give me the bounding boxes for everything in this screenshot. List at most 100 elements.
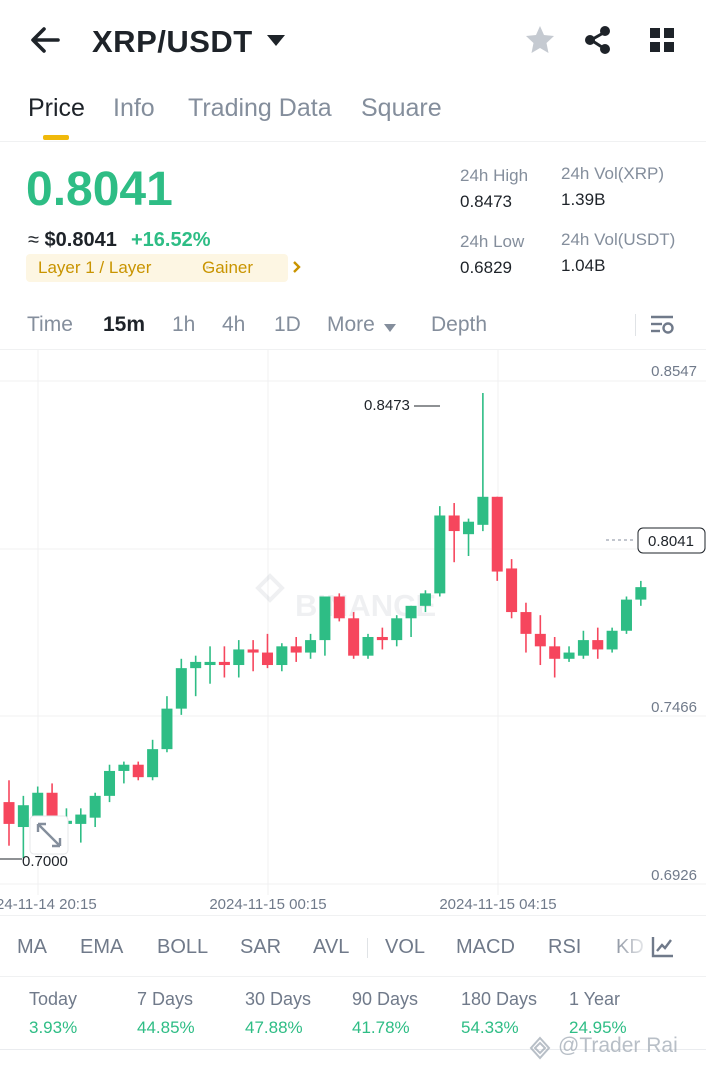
perf-value: 41.78% [352, 1018, 410, 1037]
interval-1h[interactable]: 1h [172, 313, 196, 336]
candle-body [89, 795, 101, 818]
interval-time[interactable]: Time [27, 313, 73, 336]
chevron-right-icon [292, 260, 302, 274]
binance-square-logo-icon [527, 1036, 553, 1060]
interval-more[interactable]: More [327, 313, 375, 336]
interval-15m[interactable]: 15m [103, 313, 146, 336]
candle-body [118, 764, 130, 771]
interval-4h[interactable]: 4h [222, 313, 246, 336]
candle [348, 612, 360, 659]
candle [448, 503, 460, 563]
candle [333, 593, 345, 622]
approx-sign: ≈ [28, 229, 45, 251]
candle [577, 630, 589, 659]
candle [190, 655, 202, 697]
grid-icon[interactable] [644, 22, 680, 58]
candles-layer [3, 393, 647, 859]
candle-body [477, 496, 489, 525]
indicator-macd[interactable]: MACD [456, 936, 515, 958]
indicator-ema[interactable]: EMA [80, 936, 124, 958]
chart-settings-icon[interactable] [648, 311, 676, 339]
back-arrow-icon[interactable] [26, 22, 66, 58]
indicator-divider [367, 938, 368, 958]
candle-body [46, 792, 58, 818]
high-label: 24h High [460, 166, 529, 185]
caret-down-icon[interactable] [265, 31, 287, 51]
candle-body [147, 749, 159, 778]
candle-body [276, 646, 288, 666]
candle [434, 506, 446, 597]
star-icon[interactable] [522, 22, 558, 58]
candle [218, 646, 230, 678]
candle [247, 640, 259, 672]
tag-pill[interactable]: Layer 1 / Layer Gainer [26, 254, 301, 282]
low-label: 24h Low [460, 232, 525, 251]
candle-body [419, 593, 431, 606]
candle [491, 496, 503, 581]
pair-title[interactable]: XRP/USDT [92, 24, 253, 59]
perf-label: 90 Days [352, 989, 419, 1009]
last-price-label: 0.8041 [648, 533, 694, 550]
y-tick-label: 0.6926 [651, 867, 697, 884]
indicator-settings-icon[interactable] [650, 934, 676, 960]
interval-depth[interactable]: Depth [431, 313, 488, 336]
candle [592, 627, 604, 659]
vol-base-label: 24h Vol(XRP) [561, 164, 664, 183]
candle-body [75, 814, 87, 824]
candle [549, 636, 561, 678]
performance-row: Today 3.93% 7 Days 44.85% 30 Days 47.88%… [0, 977, 706, 1069]
indicator-rsi[interactable]: RSI [548, 936, 582, 958]
candle-body [204, 661, 216, 666]
indicator-boll[interactable]: BOLL [157, 936, 209, 958]
indicator-sar[interactable]: SAR [240, 936, 282, 958]
candle [319, 596, 331, 656]
tab-square[interactable]: Square [361, 94, 442, 122]
perf-label: 7 Days [137, 989, 194, 1009]
main-tabs: Price Info Trading Data Square [0, 86, 706, 142]
candle [463, 518, 475, 556]
tab-trading-data[interactable]: Trading Data [188, 94, 332, 122]
candlestick-chart[interactable]: BINANCE 0.8547 0.7466 0.6926 2024-11-14 … [0, 350, 706, 915]
candle-body [348, 618, 360, 656]
high-value: 0.8473 [460, 192, 512, 211]
candle [276, 643, 288, 672]
divider [0, 1049, 706, 1050]
indicator-avl[interactable]: AVL [313, 936, 350, 958]
perf-label: 30 Days [245, 989, 312, 1009]
candle-body [448, 515, 460, 532]
last-price-marker: 0.8041 [606, 527, 706, 554]
candle [305, 633, 317, 659]
interval-1d[interactable]: 1D [274, 313, 301, 336]
share-icon[interactable] [580, 22, 616, 58]
candle-body [362, 636, 374, 656]
tab-price[interactable]: Price [28, 94, 85, 122]
max-price-marker: 0.8473 [364, 397, 440, 414]
candle-body [549, 646, 561, 659]
usd-price-value: $0.8041 [44, 229, 117, 251]
candle [261, 633, 273, 669]
perf-label: Today [29, 989, 78, 1009]
perf-value: 3.93% [29, 1018, 78, 1037]
candle-body [161, 708, 173, 750]
perf-label: 180 Days [461, 989, 538, 1009]
expand-icon [29, 815, 69, 855]
candle-body [32, 792, 44, 824]
candle-body [17, 805, 29, 828]
candle [534, 615, 546, 666]
interval-divider [635, 314, 636, 336]
indicator-vol[interactable]: VOL [385, 936, 426, 958]
candle-body [506, 568, 518, 613]
tab-info[interactable]: Info [113, 94, 155, 122]
candle [506, 559, 518, 619]
candle-body [635, 587, 647, 600]
candle-body [620, 599, 632, 631]
price-change-percent: +16.52% [131, 229, 211, 251]
candle-body [261, 652, 273, 666]
indicator-fade [606, 916, 652, 976]
candle [362, 633, 374, 659]
perf-label: 1 Year [569, 989, 621, 1009]
low-value: 0.6829 [460, 258, 512, 277]
candle-body [534, 633, 546, 647]
indicator-ma[interactable]: MA [17, 936, 47, 958]
x-tick-label: 2024-11-15 04:15 [439, 896, 556, 913]
